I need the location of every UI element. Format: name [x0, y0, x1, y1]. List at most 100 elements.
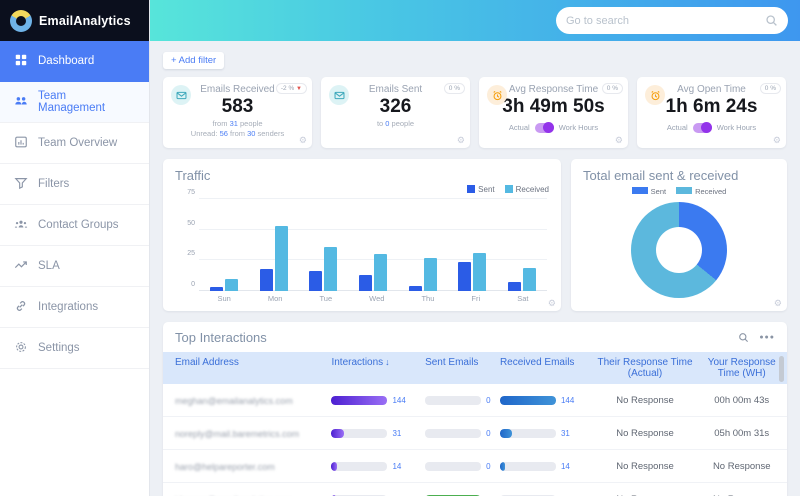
search-input[interactable] [566, 14, 765, 27]
column-header-c1: Email Address [175, 357, 239, 368]
y-axis-tick: 25 [187, 250, 195, 258]
card-value: 1h 6m 24s [665, 96, 758, 117]
search-box[interactable] [556, 7, 788, 34]
bar-value: 0 [486, 395, 491, 405]
work-hours-toggle[interactable] [692, 122, 712, 134]
table-row[interactable]: meghan@emailanalytics.com 144 0 144 No Respo… [163, 384, 787, 417]
sidebar-item-integrations[interactable]: Integrations [0, 287, 149, 328]
sidebar-item-label: Settings [38, 342, 80, 354]
sidebar-item-settings[interactable]: Settings [0, 328, 149, 369]
table-header: Email Address Interactions ↓ Sent Emails Rec… [163, 352, 787, 384]
your-response-cell: No Response [696, 494, 786, 496]
card-avg-response-time: Avg Response Time 0 % 3h 49m 50s Actual … [479, 77, 628, 148]
main-area: + Add filter Emails Received -2 % ▼ 583 … [150, 0, 800, 496]
donut-wrap [583, 202, 775, 298]
column-header-c2[interactable]: Interactions ↓ [331, 357, 390, 368]
sidebar-item-team-overview[interactable]: Team Overview [0, 123, 149, 164]
card-subtext: from 31 people Unread: 56 from 30 sender… [190, 118, 285, 139]
legend-swatch [676, 187, 693, 194]
metric-bar-cell: 0 [499, 494, 594, 496]
brand-name: EmailAnalytics [39, 13, 131, 28]
metric-bar-cell: 0 [425, 428, 500, 438]
add-filter-button[interactable]: + Add filter [163, 52, 225, 69]
card-settings-icon[interactable]: ⚙ [298, 135, 307, 145]
legend-item-sent[interactable]: Sent [467, 185, 495, 194]
sidebar-item-label: Team Overview [38, 137, 118, 149]
sent-bar [358, 275, 372, 291]
sort-desc-icon[interactable]: ↓ [385, 357, 390, 367]
received-bar [224, 278, 238, 291]
card-settings-icon[interactable]: ⚙ [614, 135, 623, 145]
settings-icon [14, 340, 28, 357]
card-settings-icon[interactable]: ⚙ [456, 135, 465, 145]
sent-bar [309, 271, 323, 291]
sidebar-item-label: SLA [38, 260, 60, 272]
search-icon[interactable] [765, 14, 778, 27]
legend-swatch [467, 185, 476, 193]
sidebar-item-dashboard[interactable]: Dashboard [0, 41, 149, 82]
card-avg-open-time: Avg Open Time 0 % 1h 6m 24s Actual Work … [637, 77, 786, 148]
received-bar [423, 257, 437, 291]
metric-bar-cell: 31 [331, 428, 425, 438]
card-value: 3h 49m 50s [502, 96, 605, 117]
x-axis-label: Wed [369, 294, 385, 303]
toggle-label-actual: Actual [508, 123, 530, 133]
card-settings-icon[interactable]: ⚙ [772, 135, 781, 145]
sidebar-nav: Dashboard Team Management Team Overview Fil… [0, 41, 149, 369]
card-settings-icon[interactable]: ⚙ [547, 298, 556, 308]
legend-item-received[interactable]: Received [676, 187, 726, 196]
bar-track [425, 428, 482, 438]
sent-bar [259, 268, 273, 291]
trend-badge: 0 % [443, 83, 465, 94]
sidebar: EmailAnalytics Dashboard Team Management T… [0, 0, 150, 496]
gridline [199, 290, 547, 291]
y-axis-tick: 50 [187, 219, 195, 227]
table-scrollbar[interactable] [779, 356, 784, 382]
work-hours-toggle[interactable] [534, 122, 554, 134]
bar-track [499, 428, 556, 438]
legend-swatch [631, 187, 648, 194]
bar-group-wed [358, 254, 387, 291]
bar-value: 14 [392, 461, 402, 471]
email-address: meghan@emailanalytics.com [175, 396, 293, 406]
sla-icon [14, 258, 28, 275]
table-row[interactable]: jdemers@emailanalytics.com 12 12 0 No Respon… [163, 483, 787, 496]
card-emails-received: Emails Received -2 % ▼ 583 from 31 peopl… [163, 77, 312, 148]
x-axis-label: Tue [319, 294, 333, 303]
sidebar-item-filters[interactable]: Filters [0, 164, 149, 205]
column-header-c4: Received Emails [499, 357, 575, 368]
metric-bar-cell: 14 [499, 461, 594, 471]
metric-bar-cell: 14 [331, 461, 425, 471]
legend-item-received[interactable]: Received [504, 185, 549, 194]
sidebar-item-team-management[interactable]: Team Management [0, 82, 149, 123]
traffic-title: Traffic [175, 168, 211, 183]
table-menu-icon[interactable]: ●●● [759, 334, 775, 341]
their-response-cell: No Response [616, 394, 674, 406]
dashboard-content: + Add filter Emails Received -2 % ▼ 583 … [150, 41, 800, 496]
bar-group-tue [309, 246, 338, 291]
card-settings-icon[interactable]: ⚙ [773, 298, 782, 308]
bar-group-fri [458, 252, 487, 291]
table-search-icon[interactable] [738, 332, 749, 343]
their-response-cell: No Response [594, 494, 697, 496]
email-cell: jdemers@emailanalytics.com [163, 490, 331, 496]
traffic-chart-panel: Traffic Sent Received 0 25 50 75 Sun Mon Tue We… [163, 159, 561, 311]
table-row[interactable]: haro@helpareporter.com 14 0 14 No Response No… [163, 450, 787, 483]
sidebar-item-contact-groups[interactable]: Contact Groups [0, 205, 149, 246]
legend-item-sent[interactable]: Sent [631, 187, 666, 196]
card-subtext: to 0 people [376, 118, 415, 128]
bar-fill [331, 428, 344, 438]
contact-groups-icon [14, 217, 28, 234]
bar-track [499, 395, 556, 405]
column-header-c5: Their Response Time (Actual) [597, 357, 693, 379]
x-axis-label: Sun [217, 294, 231, 303]
hours-toggle-row: Actual Work Hours [479, 122, 628, 134]
bar-fill [499, 395, 556, 405]
column-header-c6: Your Response Time (WH) [707, 357, 776, 379]
sidebar-item-sla[interactable]: SLA [0, 246, 149, 287]
received-bar [274, 226, 288, 291]
bar-value: 31 [392, 428, 402, 438]
bar-track [331, 395, 388, 405]
table-row[interactable]: noreply@mail.baremetrics.com 31 0 31 No Resp… [163, 417, 787, 450]
